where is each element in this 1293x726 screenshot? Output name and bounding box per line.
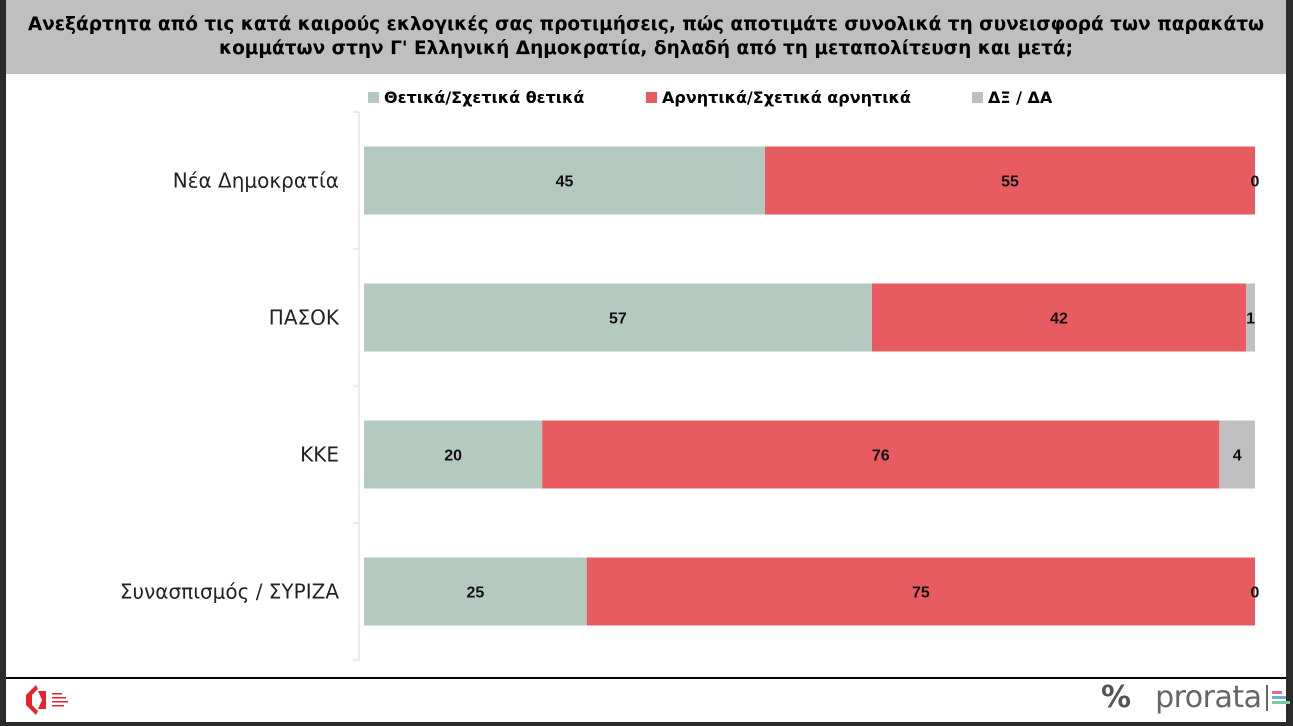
stacked-bar-chart: Νέα Δημοκρατία 45 55 0 ΠΑΣΟΚ 57 42 1 ΚΚΕ 20 76 4 Συν… bbox=[120, 111, 1260, 661]
legend-label-dk: ΔΞ / ΔΑ bbox=[988, 88, 1053, 107]
slide: Ανεξάρτητα από τις κατά καιρούς εκλογικέ… bbox=[6, 0, 1290, 722]
data-label: 57 bbox=[609, 311, 627, 328]
brand-name: prorata bbox=[1155, 680, 1262, 715]
legend-swatch-dk bbox=[972, 92, 983, 103]
bar-segment bbox=[764, 146, 1255, 215]
category-label: Νέα Δημοκρατία bbox=[173, 169, 339, 193]
bar-segment bbox=[871, 283, 1247, 352]
data-label: 0 bbox=[1251, 585, 1260, 602]
brand-divider bbox=[1265, 684, 1268, 711]
data-label: 55 bbox=[1001, 174, 1019, 191]
legend-swatch-negative bbox=[646, 92, 657, 103]
legend-swatch-positive bbox=[368, 92, 379, 103]
category-label: Συνασπισμός / ΣΥΡΙΖΑ bbox=[120, 580, 339, 604]
legend: Θετικά/Σχετικά θετικά Αρνητικά/Σχετικά α… bbox=[6, 88, 1286, 108]
data-label: 1 bbox=[1246, 311, 1255, 328]
bar-segment bbox=[586, 557, 1255, 626]
footer-divider bbox=[6, 677, 1286, 679]
data-label: 20 bbox=[444, 448, 462, 465]
header-banner: Ανεξάρτητα από τις κατά καιρούς εκλογικέ… bbox=[6, 0, 1286, 74]
data-label: 25 bbox=[466, 585, 484, 602]
prorata-logo: % prorata bbox=[1101, 680, 1290, 715]
legend-label-positive: Θετικά/Σχετικά θετικά bbox=[384, 88, 585, 107]
bar-segment bbox=[364, 557, 587, 626]
data-label: 0 bbox=[1251, 174, 1260, 191]
data-label: 76 bbox=[872, 448, 890, 465]
brand-bars-icon bbox=[1271, 691, 1290, 704]
data-label: 45 bbox=[556, 174, 574, 191]
category-label: ΠΑΣΟΚ bbox=[269, 306, 340, 330]
legend-label-negative: Αρνητικά/Σχετικά αρνητικά bbox=[662, 88, 911, 107]
bar-segment bbox=[364, 420, 543, 489]
data-label: 4 bbox=[1233, 448, 1242, 465]
institute-logo bbox=[24, 683, 84, 721]
legend-item-positive: Θετικά/Σχετικά θετικά bbox=[368, 88, 584, 107]
bar-segment bbox=[1219, 420, 1255, 489]
bar-segment bbox=[364, 146, 765, 215]
bar-segment bbox=[542, 420, 1220, 489]
chart-title: Ανεξάρτητα από τις κατά καιρούς εκλογικέ… bbox=[27, 14, 1265, 59]
bar-segment bbox=[364, 283, 872, 352]
percent-icon: % bbox=[1101, 680, 1132, 715]
bar-segment bbox=[1246, 283, 1255, 352]
data-label: 75 bbox=[912, 585, 930, 602]
legend-item-negative: Αρνητικά/Σχετικά αρνητικά bbox=[646, 88, 911, 107]
legend-item-dk: ΔΞ / ΔΑ bbox=[972, 88, 1052, 107]
data-label: 42 bbox=[1050, 311, 1068, 328]
category-label: ΚΚΕ bbox=[300, 443, 339, 467]
